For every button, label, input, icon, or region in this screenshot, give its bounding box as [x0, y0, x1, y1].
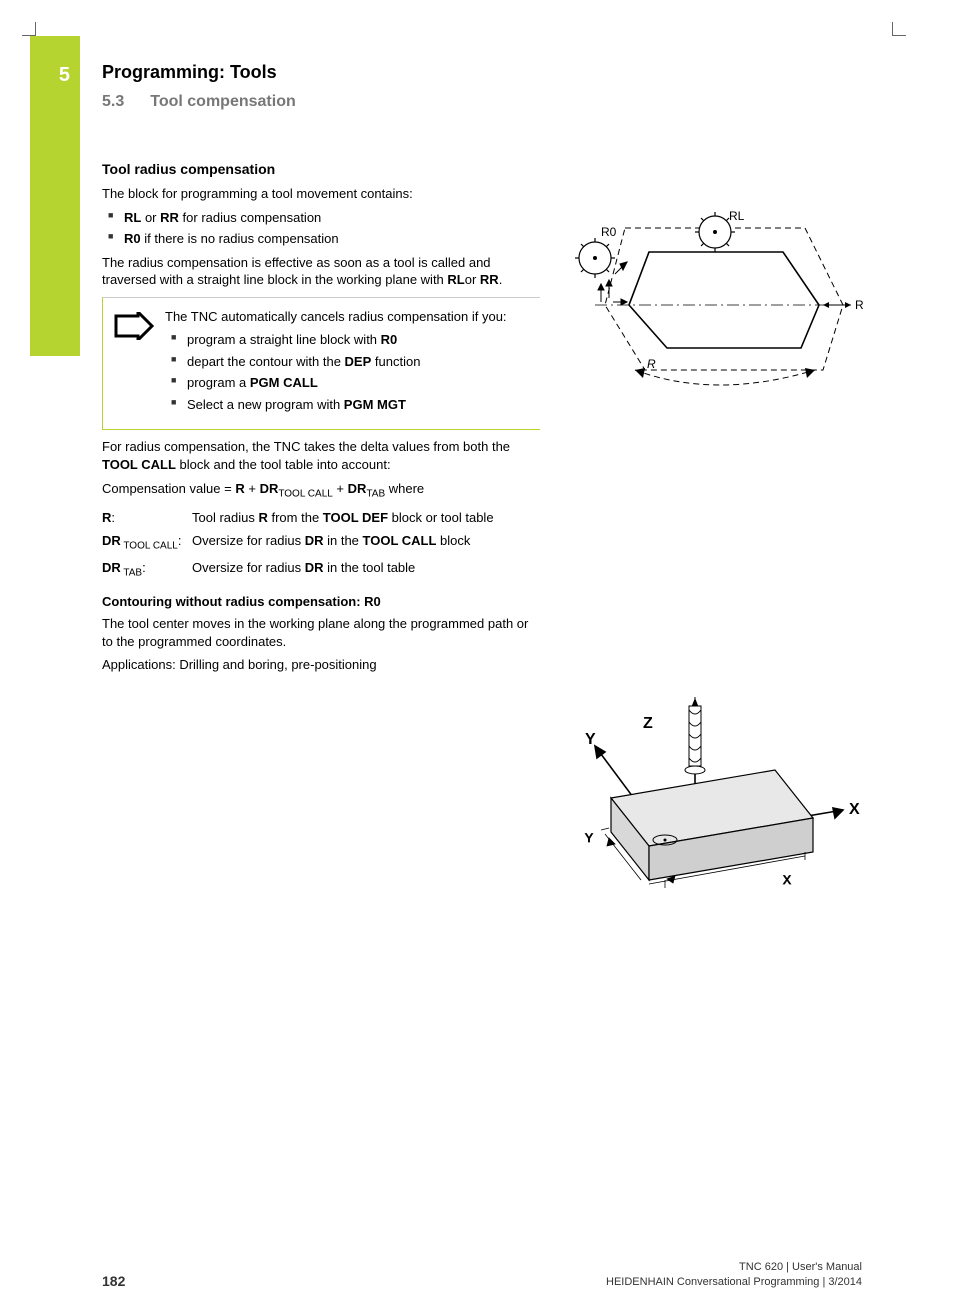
axis-y: Y: [585, 731, 596, 748]
section-heading: 5.3 Tool compensation: [102, 93, 882, 111]
page-title: Programming: Tools: [102, 62, 882, 83]
diagram-r0-contouring: X Y Z X Y: [565, 670, 865, 933]
chapter-tab: 5: [30, 36, 80, 356]
label-rl: RL: [729, 210, 745, 223]
crop-mark: [22, 22, 36, 36]
list-item: RL or RR for radius compensation: [102, 209, 540, 227]
axis-x: X: [849, 801, 860, 818]
paragraph: For radius compensation, the TNC takes t…: [102, 438, 540, 473]
list-item: program a PGM CALL: [165, 374, 532, 392]
paragraph: The block for programming a tool movemen…: [102, 185, 540, 203]
footer-line1: TNC 620 | User's Manual: [606, 1260, 862, 1274]
label-r0: R0: [601, 225, 617, 239]
page-footer: 182 TNC 620 | User's Manual HEIDENHAIN C…: [102, 1260, 862, 1289]
list-item: Select a new program with PGM MGT: [165, 396, 532, 414]
sub-subsection-heading: Contouring without radius compensation: …: [102, 594, 540, 609]
page-number: 182: [102, 1273, 125, 1289]
label-r: R: [855, 298, 864, 312]
definition-list: R: Tool radius R from the TOOL DEF block…: [102, 509, 540, 581]
dim-y: Y: [585, 831, 593, 845]
axis-z: Z: [643, 715, 653, 732]
list-item: R0 if there is no radius compensation: [102, 230, 540, 248]
section-number: 5.3: [102, 93, 124, 110]
definition-row: DR TAB: Oversize for radius DR in the to…: [102, 559, 540, 580]
arrow-icon: [103, 308, 165, 420]
note-box: The TNC automatically cancels radius com…: [102, 297, 540, 431]
footer-line2: HEIDENHAIN Conversational Programming | …: [606, 1275, 862, 1289]
dim-x: X: [783, 873, 791, 887]
list-item: depart the contour with the DEP function: [165, 353, 532, 371]
note-lead: The TNC automatically cancels radius com…: [165, 308, 532, 326]
section-title: Tool compensation: [150, 93, 295, 110]
paragraph: Applications: Drilling and boring, pre-p…: [102, 656, 540, 674]
crop-mark: [892, 22, 906, 36]
label-r-italic: R: [647, 357, 656, 371]
definition-row: R: Tool radius R from the TOOL DEF block…: [102, 509, 540, 527]
paragraph: The tool center moves in the working pla…: [102, 615, 540, 650]
bullet-list: program a straight line block with R0 de…: [165, 331, 532, 413]
paragraph: The radius compensation is effective as …: [102, 254, 540, 289]
list-item: program a straight line block with R0: [165, 331, 532, 349]
subsection-heading: Tool radius compensation: [102, 161, 540, 177]
diagram-radius-compensation: R0 RL R R: [565, 210, 865, 403]
bullet-list: RL or RR for radius compensation R0 if t…: [102, 209, 540, 248]
chapter-number: 5: [30, 36, 80, 87]
formula: Compensation value = R + DRTOOL CALL + D…: [102, 480, 540, 501]
definition-row: DR TOOL CALL: Oversize for radius DR in …: [102, 532, 540, 553]
